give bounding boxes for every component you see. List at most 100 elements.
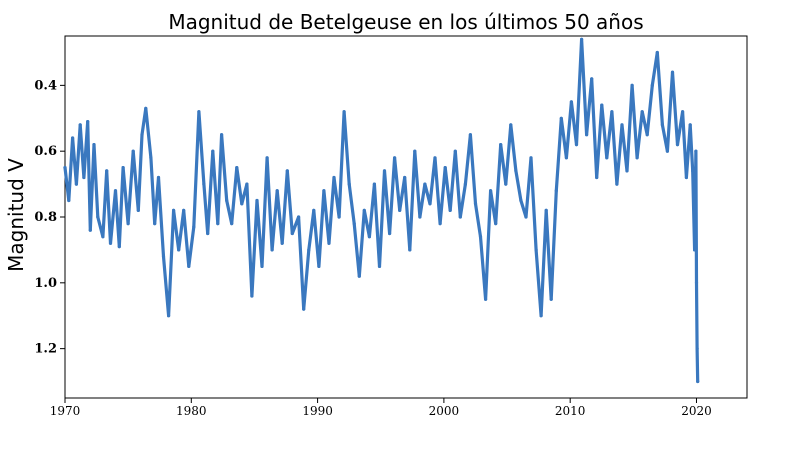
data-point bbox=[86, 120, 90, 124]
data-point bbox=[504, 182, 508, 186]
data-point bbox=[418, 215, 422, 219]
data-point bbox=[126, 222, 130, 226]
data-point bbox=[423, 182, 427, 186]
data-point bbox=[156, 175, 161, 180]
data-point bbox=[131, 149, 135, 153]
data-point bbox=[529, 156, 533, 160]
data-point bbox=[245, 182, 249, 186]
data-point bbox=[230, 222, 234, 226]
data-point bbox=[660, 123, 665, 127]
data-point bbox=[403, 175, 407, 180]
data-point bbox=[149, 156, 153, 160]
data-point bbox=[307, 248, 311, 252]
data-point bbox=[67, 198, 71, 203]
data-point bbox=[694, 149, 698, 153]
data-point bbox=[153, 222, 157, 226]
data-point bbox=[117, 245, 121, 249]
data-point bbox=[675, 143, 680, 147]
data-point bbox=[443, 166, 447, 170]
y-axis-label: Magnitud V bbox=[4, 158, 28, 272]
data-point bbox=[453, 149, 457, 153]
data-point bbox=[216, 222, 220, 226]
data-point bbox=[564, 156, 569, 160]
data-point bbox=[63, 166, 67, 170]
y-tick-label: 0.8 bbox=[34, 210, 57, 225]
data-point bbox=[285, 169, 289, 173]
data-point bbox=[499, 143, 503, 147]
data-point bbox=[92, 143, 96, 147]
data-point bbox=[177, 248, 181, 252]
data-point bbox=[413, 149, 417, 153]
data-point bbox=[372, 182, 376, 186]
data-point bbox=[640, 110, 644, 114]
data-point bbox=[108, 241, 113, 245]
data-point bbox=[71, 136, 75, 140]
data-point bbox=[88, 228, 92, 232]
x-tick-label: 2000 bbox=[429, 404, 460, 418]
data-point bbox=[317, 264, 321, 268]
data-point bbox=[574, 143, 579, 147]
data-point bbox=[590, 77, 594, 81]
data-point bbox=[484, 297, 488, 301]
data-point bbox=[136, 208, 140, 212]
data-point bbox=[428, 202, 432, 206]
data-point bbox=[367, 235, 371, 239]
data-point bbox=[650, 83, 654, 87]
data-point bbox=[322, 189, 326, 193]
data-point bbox=[270, 248, 274, 252]
data-point bbox=[655, 50, 659, 55]
data-point bbox=[140, 133, 144, 137]
data-point bbox=[408, 248, 412, 252]
data-point bbox=[167, 314, 171, 318]
data-point bbox=[625, 169, 629, 173]
data-point bbox=[121, 166, 125, 170]
data-point bbox=[275, 189, 279, 193]
data-point bbox=[585, 133, 589, 137]
data-point bbox=[280, 241, 284, 245]
data-point bbox=[382, 169, 387, 173]
data-point bbox=[161, 254, 166, 259]
x-tick-label: 2010 bbox=[555, 404, 586, 418]
data-point bbox=[182, 208, 186, 212]
data-point bbox=[600, 103, 604, 107]
data-point bbox=[172, 208, 176, 212]
data-point bbox=[187, 264, 191, 268]
data-point bbox=[645, 133, 649, 137]
x-tick-label: 1990 bbox=[302, 404, 333, 418]
data-point bbox=[610, 110, 614, 114]
data-point bbox=[347, 182, 351, 186]
data-point bbox=[78, 123, 82, 127]
data-point bbox=[534, 248, 538, 252]
data-point bbox=[312, 208, 316, 212]
data-point bbox=[357, 274, 361, 278]
x-tick-label: 1980 bbox=[176, 404, 207, 418]
data-point bbox=[240, 202, 244, 206]
x-tick-label: 2020 bbox=[681, 404, 712, 418]
data-point bbox=[458, 215, 462, 219]
data-point bbox=[569, 100, 574, 104]
data-point bbox=[694, 281, 699, 285]
magnitude-series-line bbox=[63, 37, 700, 384]
data-point bbox=[489, 189, 493, 193]
data-point bbox=[696, 379, 700, 384]
data-point bbox=[630, 83, 634, 87]
data-point bbox=[468, 133, 472, 137]
data-point bbox=[695, 347, 699, 351]
data-point bbox=[670, 70, 675, 74]
data-point bbox=[342, 110, 346, 114]
data-point bbox=[192, 225, 196, 229]
data-point bbox=[197, 110, 201, 114]
data-point bbox=[144, 106, 148, 110]
data-point bbox=[595, 175, 599, 180]
data-point bbox=[615, 182, 619, 186]
data-point bbox=[398, 208, 402, 212]
data-point bbox=[635, 156, 639, 160]
data-point bbox=[433, 156, 437, 160]
data-point bbox=[220, 133, 224, 137]
data-point bbox=[260, 264, 264, 268]
data-point bbox=[620, 123, 624, 127]
data-point bbox=[473, 202, 478, 206]
data-point bbox=[327, 241, 331, 245]
data-point bbox=[113, 189, 118, 193]
data-point bbox=[290, 231, 294, 236]
